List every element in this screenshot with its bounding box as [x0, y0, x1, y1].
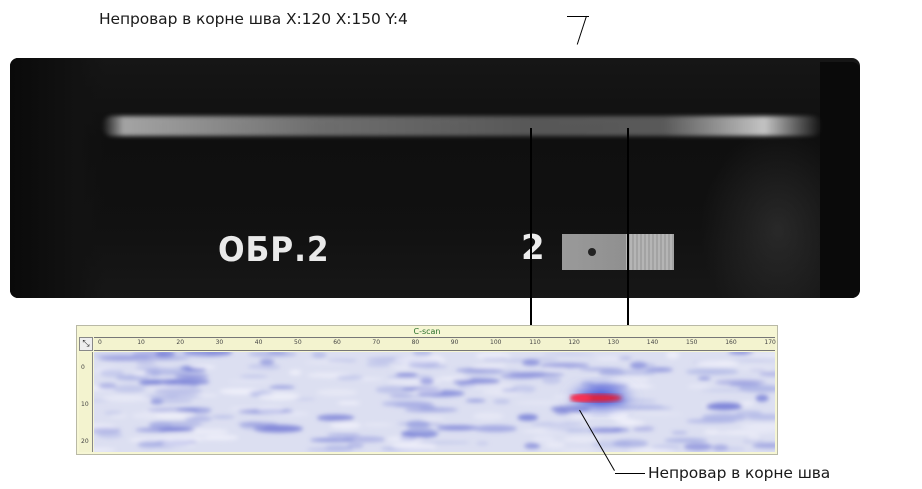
x-tick-label: 0 — [98, 339, 102, 346]
x-tick-label: 20 — [176, 339, 185, 346]
x-tick-label: 30 — [215, 339, 224, 346]
y-axis-ruler: 0 10 20 — [79, 352, 93, 452]
x-tick-label: 150 — [686, 339, 698, 346]
bottom-annotation-leader-horizontal — [615, 473, 645, 474]
y-tick-label: 20 — [81, 438, 89, 445]
top-defect-annotation: Непровар в корне шва X:120 X:150 Y:4 — [99, 10, 408, 28]
x-tick-label: 170 — [764, 339, 776, 346]
y-tick-label: 0 — [81, 364, 85, 371]
defect-guide-right — [627, 128, 629, 398]
x-axis-ruler: 0 10 20 30 40 50 60 70 80 90 100 110 120 130 140 150 160… — [94, 337, 776, 351]
x-tick-label: 130 — [607, 339, 620, 346]
x-tick-label: 90 — [450, 339, 459, 346]
cscan-panel: C-scan ⤡ 0 10 20 30 40 50 60 70 80 90 100 110 120 130… — [76, 325, 778, 455]
radiograph-image: ОБР.2 2 — [10, 58, 860, 298]
x-tick-label: 10 — [137, 339, 145, 346]
image-quality-indicator — [562, 234, 674, 270]
x-tick-label: 110 — [529, 339, 541, 346]
x-tick-label: 60 — [333, 339, 341, 346]
x-tick-label: 50 — [294, 339, 302, 346]
x-tick-label: 120 — [568, 339, 580, 346]
top-annotation-leader-diagonal — [576, 15, 587, 45]
cscan-heatmap — [94, 352, 775, 452]
weld-seam — [102, 116, 822, 136]
y-tick-label: 10 — [81, 401, 89, 408]
defect-core-accent — [571, 395, 591, 401]
cscan-plot — [94, 352, 775, 452]
cscan-title: C-scan — [413, 327, 441, 336]
top-annotation-leader — [567, 16, 589, 17]
specimen-marker: ОБР.2 — [218, 230, 330, 270]
resize-corner-icon[interactable]: ⤡ — [79, 337, 93, 351]
x-tick-label: 160 — [725, 339, 737, 346]
x-tick-label: 140 — [646, 339, 659, 346]
bottom-defect-annotation: Непровар в корне шва — [648, 464, 831, 482]
x-tick-label: 80 — [411, 339, 420, 346]
x-tick-label: 70 — [372, 339, 381, 346]
x-tick-label: 100 — [490, 339, 502, 346]
specimen-number: 2 — [521, 228, 545, 268]
defect-guide-left — [530, 128, 532, 398]
x-tick-label: 40 — [254, 339, 263, 346]
